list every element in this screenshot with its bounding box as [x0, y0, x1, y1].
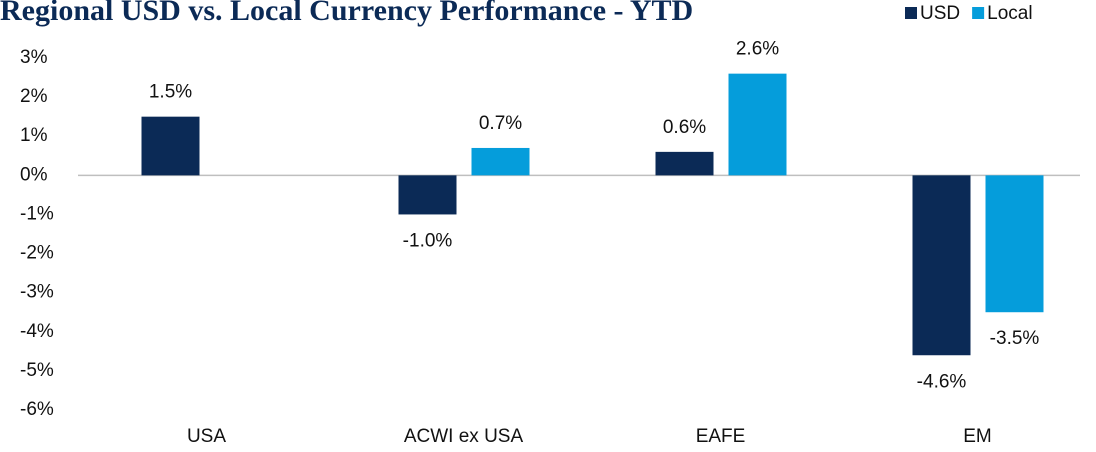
bar — [471, 147, 530, 176]
data-label: 2.6% — [736, 39, 779, 60]
data-label: 1.5% — [149, 82, 192, 103]
chart-title: Regional USD vs. Local Currency Performa… — [0, 0, 693, 27]
bar — [912, 175, 971, 356]
y-tick-label: 1% — [20, 125, 48, 146]
y-tick-label: -6% — [20, 399, 54, 420]
y-tick-label: -4% — [20, 321, 54, 342]
x-tick-label: USA — [187, 426, 226, 447]
y-tick-label: 0% — [20, 164, 48, 185]
y-tick-label: -5% — [20, 360, 54, 381]
data-label: 0.7% — [479, 113, 522, 134]
y-tick-label: -2% — [20, 243, 54, 264]
legend-label: Local — [987, 3, 1032, 24]
bar — [655, 151, 714, 176]
x-tick-label: ACWI ex USA — [404, 426, 524, 447]
data-label: -3.5% — [990, 328, 1040, 349]
data-label: -4.6% — [917, 371, 967, 392]
data-label: -1.0% — [403, 230, 453, 251]
legend-swatch — [972, 7, 985, 19]
bar — [141, 116, 200, 176]
legend-label: USD — [920, 3, 960, 24]
bar — [398, 175, 457, 215]
bar — [985, 175, 1044, 313]
x-tick-label: EAFE — [696, 426, 746, 447]
data-label: 0.6% — [663, 117, 706, 138]
y-tick-label: -3% — [20, 282, 54, 303]
y-tick-label: 3% — [20, 47, 48, 68]
y-tick-label: -1% — [20, 203, 54, 224]
bar — [728, 73, 787, 176]
y-tick-label: 2% — [20, 86, 48, 107]
x-tick-label: EM — [963, 426, 992, 447]
legend-swatch — [905, 7, 917, 19]
